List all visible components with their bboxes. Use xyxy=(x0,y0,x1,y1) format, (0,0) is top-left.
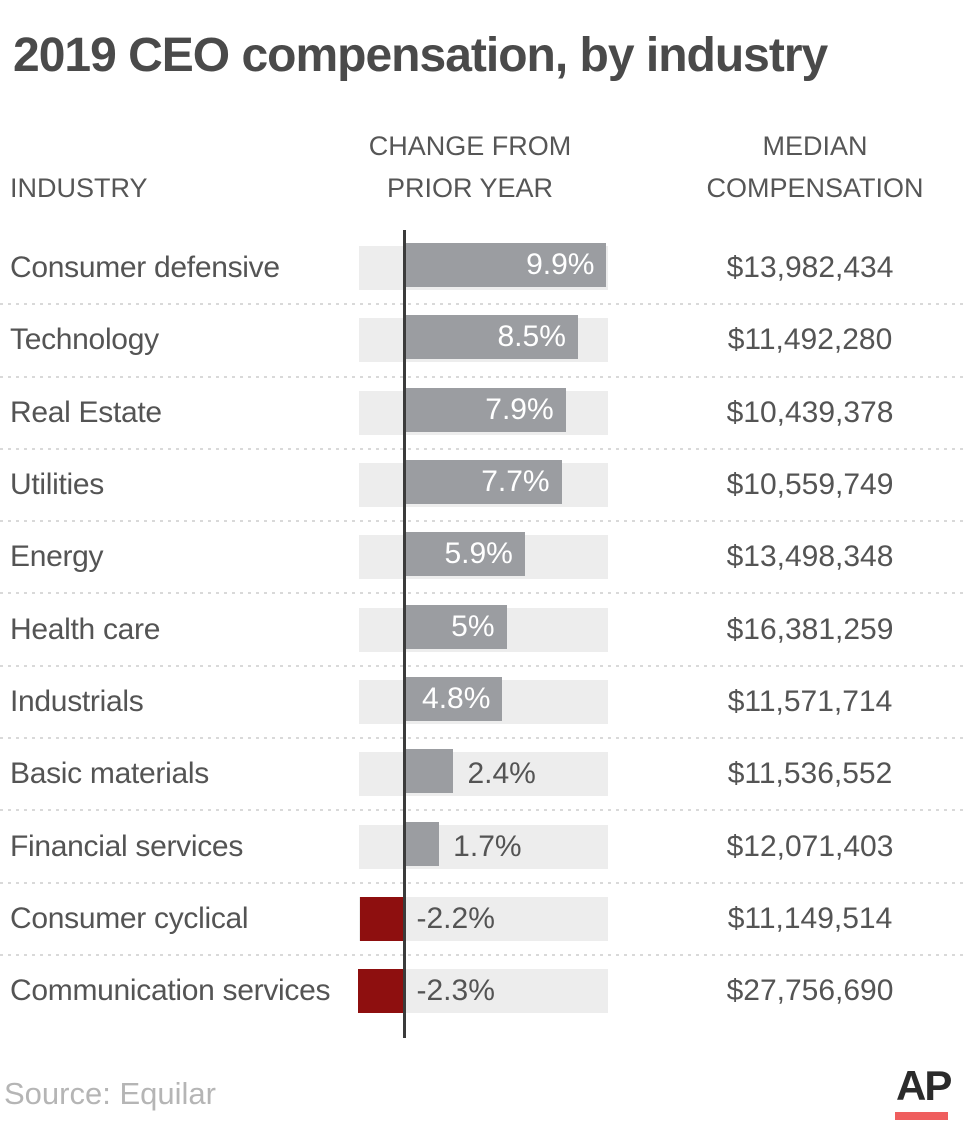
row-separator xyxy=(0,520,966,523)
median-compensation-value: $11,149,514 xyxy=(727,901,893,935)
change-bar: 5.9% xyxy=(404,532,525,577)
industry-row: Financial services 1.7% $12,071,403 xyxy=(0,810,966,884)
industry-row: Real Estate 7.9% $10,439,378 xyxy=(0,377,966,450)
change-value-label: 7.7% xyxy=(481,465,550,499)
row-separator xyxy=(0,447,966,450)
change-value-label: 8.5% xyxy=(497,320,566,354)
change-bar xyxy=(359,896,405,941)
median-compensation-value: $13,498,348 xyxy=(726,540,894,574)
change-bar: 7.7% xyxy=(404,460,562,505)
median-compensation-value: $27,756,690 xyxy=(726,974,894,1008)
industry-row: Industrials 4.8% $11,571,714 xyxy=(0,666,966,740)
zero-axis-line xyxy=(403,230,406,1038)
median-compensation-value: $13,982,434 xyxy=(726,251,894,285)
column-header-change-line2: PRIOR YEAR xyxy=(386,173,554,203)
median-compensation-value: $10,559,749 xyxy=(726,468,894,502)
row-separator xyxy=(0,953,966,956)
change-bar xyxy=(357,969,405,1014)
industry-label: Industrials xyxy=(10,684,144,718)
source-credit: Source: Equilar xyxy=(4,1076,216,1111)
change-value-label: 5.9% xyxy=(444,537,513,571)
ap-logo-text: AP xyxy=(896,1062,952,1109)
industry-row: Communication services -2.3% $27,756,690 xyxy=(0,955,966,1027)
industry-row: Utilities 7.7% $10,559,749 xyxy=(0,449,966,523)
change-bar xyxy=(404,749,454,794)
industry-label: Consumer defensive xyxy=(10,251,280,285)
change-bar: 9.9% xyxy=(404,243,607,288)
change-bar: 5% xyxy=(404,604,507,649)
change-value-label: 4.8% xyxy=(422,681,491,715)
change-value-label: 5% xyxy=(451,609,495,643)
row-separator xyxy=(0,881,966,884)
industry-row: Basic materials 2.4% $11,536,552 xyxy=(0,738,966,812)
industry-row: Consumer defensive 9.9% $13,982,434 xyxy=(0,232,966,306)
change-value-label: 2.4% xyxy=(467,757,536,791)
industry-label: Consumer cyclical xyxy=(10,901,249,935)
industry-label: Technology xyxy=(10,323,159,357)
industry-label: Basic materials xyxy=(10,757,209,791)
industry-row: Technology 8.5% $11,492,280 xyxy=(0,304,966,378)
industry-row: Consumer cyclical -2.2% $11,149,514 xyxy=(0,883,966,956)
industry-row: Energy 5.9% $13,498,348 xyxy=(0,521,966,595)
chart-title: 2019 CEO compensation, by industry xyxy=(13,29,828,82)
column-header-median-line2: COMPENSATION xyxy=(706,173,924,203)
row-separator xyxy=(0,664,966,667)
ap-logo-underline xyxy=(895,1112,948,1120)
row-separator xyxy=(0,375,966,378)
industry-label: Financial services xyxy=(10,829,244,863)
change-value-label: -2.3% xyxy=(416,974,495,1008)
industry-row: Health care 5% $16,381,259 xyxy=(0,593,966,667)
chart-rows: Consumer defensive 9.9% $13,982,434 Tech… xyxy=(0,232,966,1027)
change-value-label: 9.9% xyxy=(526,248,595,282)
row-separator xyxy=(0,303,966,306)
median-compensation-value: $11,571,714 xyxy=(727,684,893,718)
change-bar: 7.9% xyxy=(404,387,566,432)
median-compensation-value: $12,071,403 xyxy=(726,829,894,863)
median-compensation-value: $11,492,280 xyxy=(727,323,893,357)
change-bar: 4.8% xyxy=(404,676,503,721)
median-compensation-value: $11,536,552 xyxy=(727,757,893,791)
column-header-change-line1: CHANGE FROM xyxy=(368,131,572,161)
column-header-median-line1: MEDIAN xyxy=(762,131,868,161)
column-header-change: CHANGE FROM PRIOR YEAR xyxy=(340,125,600,209)
column-header-median: MEDIAN COMPENSATION xyxy=(655,125,966,209)
industry-label: Communication services xyxy=(10,974,331,1008)
industry-label: Energy xyxy=(10,540,104,574)
industry-label: Real Estate xyxy=(10,395,162,429)
row-separator xyxy=(0,809,966,812)
change-bar xyxy=(404,821,440,866)
row-separator xyxy=(0,737,966,740)
industry-label: Utilities xyxy=(10,468,104,502)
row-separator xyxy=(0,592,966,595)
column-header-industry: INDUSTRY xyxy=(10,173,148,203)
median-compensation-value: $10,439,378 xyxy=(726,395,894,429)
industry-label: Health care xyxy=(10,612,161,646)
change-value-label: -2.2% xyxy=(416,901,495,935)
median-compensation-value: $16,381,259 xyxy=(726,612,894,646)
change-bar: 8.5% xyxy=(404,315,578,360)
change-value-label: 7.9% xyxy=(485,392,554,426)
change-value-label: 1.7% xyxy=(453,829,522,863)
bar-track xyxy=(359,752,608,797)
bar-track xyxy=(359,824,608,869)
